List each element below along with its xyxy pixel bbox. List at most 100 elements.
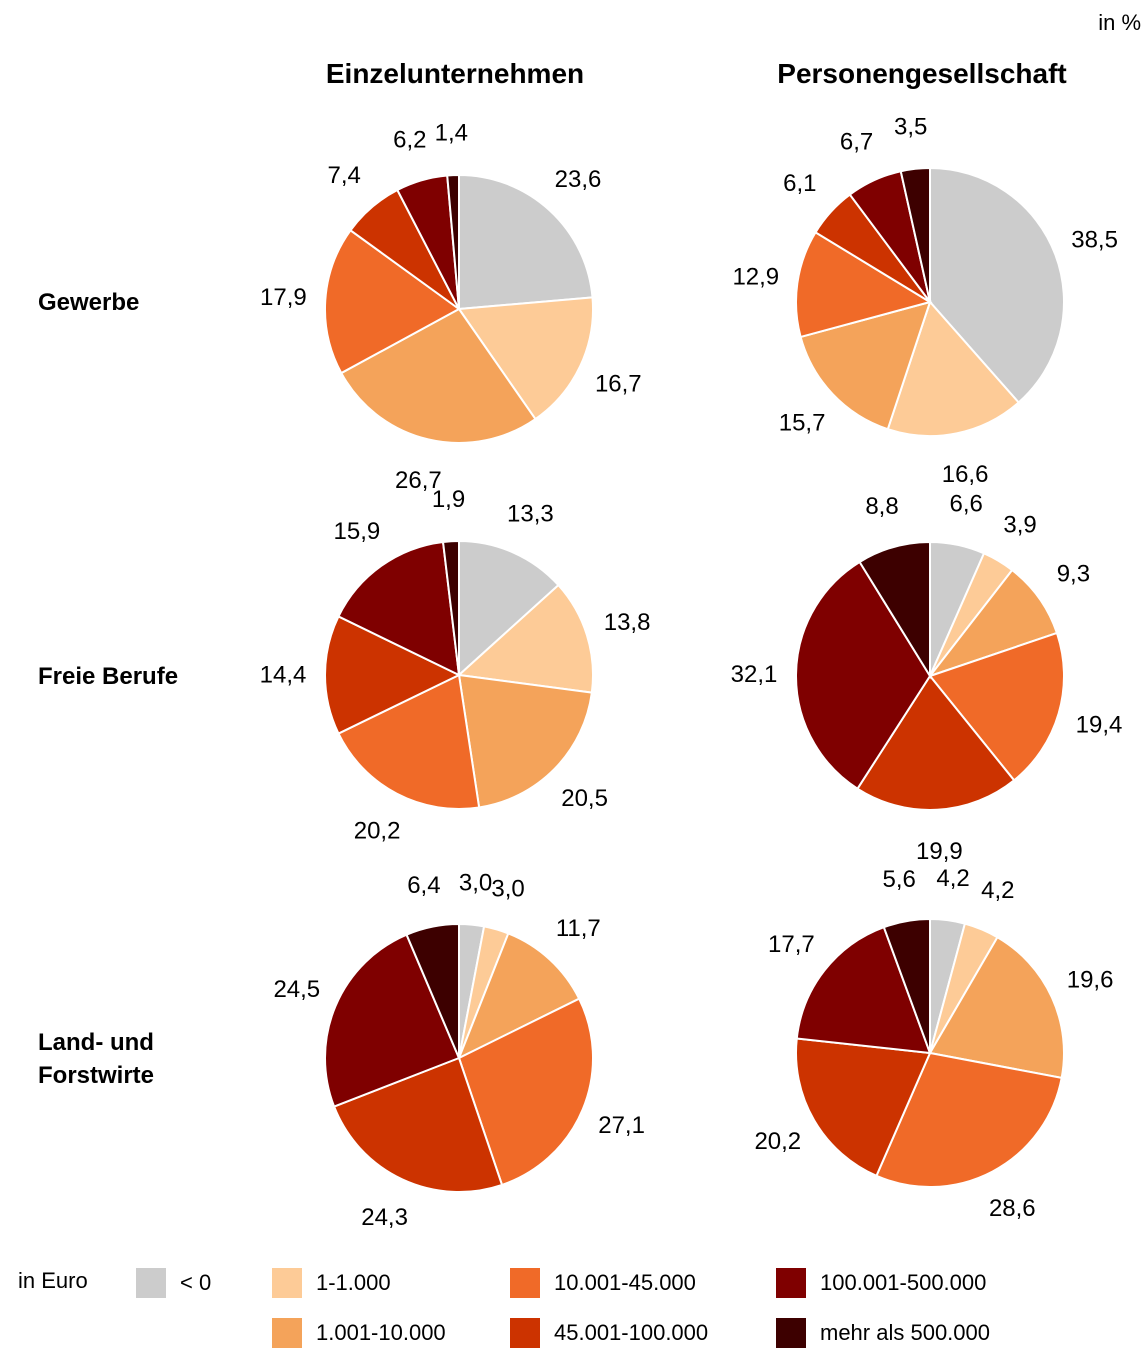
legend-swatch bbox=[510, 1268, 540, 1298]
row-heading-line: Land- und bbox=[38, 1029, 154, 1056]
data-label: 6,2 bbox=[393, 127, 426, 154]
pie-slice bbox=[441, 539, 460, 676]
unit-label: in % bbox=[1098, 10, 1141, 35]
pie-slice bbox=[332, 1056, 504, 1193]
pie-slice bbox=[457, 997, 594, 1187]
data-label: 3,5 bbox=[894, 114, 927, 141]
pie-slice bbox=[858, 540, 931, 680]
data-label: 1,9 bbox=[432, 486, 465, 513]
legend-label: mehr als 500.000 bbox=[820, 1320, 990, 1345]
pie-slice bbox=[899, 166, 931, 303]
legend-swatch bbox=[272, 1268, 302, 1298]
legend-item: < 0 bbox=[136, 1268, 211, 1298]
data-label: 32,1 bbox=[731, 661, 778, 688]
pie-slice bbox=[795, 925, 932, 1055]
pie-slice bbox=[456, 583, 595, 694]
pie-chart: 6,6 3,9 9,3 19,4 19,9 32,1 8,8 bbox=[731, 490, 1123, 865]
legend-swatch bbox=[510, 1318, 540, 1348]
legend-item: 100.001-500.000 bbox=[776, 1268, 986, 1298]
pie-slice bbox=[928, 935, 1065, 1080]
data-label: 3,9 bbox=[1003, 511, 1036, 538]
pie-slice bbox=[795, 560, 932, 791]
data-label: 19,9 bbox=[916, 838, 963, 865]
data-label: 4,2 bbox=[936, 865, 969, 892]
data-label: 17,9 bbox=[260, 284, 307, 311]
data-label: 24,3 bbox=[361, 1204, 408, 1231]
pie-slice bbox=[927, 568, 1059, 679]
data-label: 28,6 bbox=[989, 1195, 1036, 1222]
legend-swatch bbox=[272, 1318, 302, 1348]
column-heading-personengesellschaft: Personengesellschaft bbox=[777, 58, 1067, 89]
pie-slice bbox=[446, 173, 460, 310]
data-label: 19,4 bbox=[1076, 712, 1123, 739]
data-label: 13,3 bbox=[507, 501, 554, 528]
data-label: 4,2 bbox=[981, 877, 1014, 904]
data-label: 26,7 bbox=[395, 467, 442, 494]
pie-slice bbox=[458, 539, 560, 678]
pie-chart: 4,2 4,2 19,6 28,6 20,2 17,7 5,6 bbox=[754, 865, 1113, 1222]
pie-slice bbox=[458, 173, 594, 311]
pie-slice bbox=[324, 933, 461, 1108]
row-heading-line: Gewerbe bbox=[38, 289, 140, 316]
legend-label: < 0 bbox=[180, 1270, 212, 1295]
data-label: 20,2 bbox=[354, 817, 401, 844]
data-label: 16,6 bbox=[942, 461, 989, 488]
pie-chart: 23,6 16,7 26,7 17,9 7,4 6,2 1,4 bbox=[260, 120, 642, 494]
data-label: 12,9 bbox=[732, 264, 779, 291]
data-label: 3,0 bbox=[491, 876, 524, 903]
legend-label: 10.001-45.000 bbox=[554, 1270, 696, 1295]
pie-slice bbox=[339, 307, 537, 444]
row-heading-line: Forstwirte bbox=[38, 1062, 155, 1089]
pie-slice bbox=[337, 673, 481, 810]
legend-item: 10.001-45.000 bbox=[510, 1268, 696, 1298]
data-label: 6,4 bbox=[407, 872, 440, 899]
pie-slice bbox=[799, 300, 932, 431]
data-label: 3,0 bbox=[459, 869, 492, 896]
pie-slice bbox=[337, 540, 461, 677]
row-heading-freie-berufe: Freie Berufe bbox=[38, 660, 178, 693]
pie-slice bbox=[324, 615, 462, 735]
data-label: 6,6 bbox=[950, 490, 983, 517]
pie-slice bbox=[886, 300, 1021, 437]
row-heading-gewerbe: Gewerbe bbox=[38, 286, 139, 319]
data-label: 24,5 bbox=[273, 976, 320, 1003]
data-label: 9,3 bbox=[1057, 560, 1090, 587]
data-label: 7,4 bbox=[328, 162, 361, 189]
legend-swatch bbox=[136, 1268, 166, 1298]
pie-slice bbox=[795, 1037, 932, 1178]
legend-label: 1-1.000 bbox=[316, 1270, 391, 1295]
pie-slice bbox=[324, 228, 461, 375]
pie-slice bbox=[457, 296, 594, 421]
data-label: 38,5 bbox=[1071, 226, 1118, 253]
pie-slice bbox=[882, 917, 931, 1054]
data-label: 6,1 bbox=[783, 170, 816, 197]
pie-slice bbox=[928, 631, 1065, 782]
data-label: 1,4 bbox=[435, 120, 468, 147]
pie-slice bbox=[405, 922, 460, 1059]
legend-label: 45.001-100.000 bbox=[554, 1320, 709, 1345]
data-label: 20,2 bbox=[754, 1128, 801, 1155]
column-heading-einzelunternehmen: Einzelunternehmen bbox=[325, 58, 585, 89]
data-label: 20,5 bbox=[561, 785, 608, 812]
pie-slice bbox=[457, 673, 593, 809]
pie-chart: 38,5 16,6 15,7 12,9 6,1 6,7 3,5 bbox=[732, 114, 1118, 488]
legend-title: in Euro bbox=[18, 1268, 88, 1293]
legend-item: 1.001-10.000 bbox=[272, 1318, 446, 1348]
data-label: 8,8 bbox=[865, 493, 898, 520]
row-heading-land-und-forstwirte: Land- und Forstwirte bbox=[38, 1026, 154, 1092]
legend-label: 1.001-10.000 bbox=[316, 1320, 446, 1345]
data-label: 6,7 bbox=[840, 129, 873, 156]
data-label: 15,9 bbox=[334, 518, 381, 545]
pie-slice bbox=[856, 674, 1016, 811]
data-label: 27,1 bbox=[598, 1112, 645, 1139]
pie-slice bbox=[929, 166, 1065, 404]
data-label: 11,7 bbox=[556, 915, 601, 942]
pie-slice bbox=[795, 230, 933, 339]
data-label: 14,4 bbox=[260, 662, 307, 689]
data-label: 15,7 bbox=[779, 409, 826, 436]
legend-item: 45.001-100.000 bbox=[510, 1318, 708, 1348]
legend-label: 100.001-500.000 bbox=[820, 1270, 987, 1295]
pie-chart: 13,3 13,8 20,5 20,2 14,4 15,9 1,9 bbox=[260, 486, 651, 845]
legend-swatch bbox=[776, 1268, 806, 1298]
data-label: 5,6 bbox=[883, 866, 916, 893]
